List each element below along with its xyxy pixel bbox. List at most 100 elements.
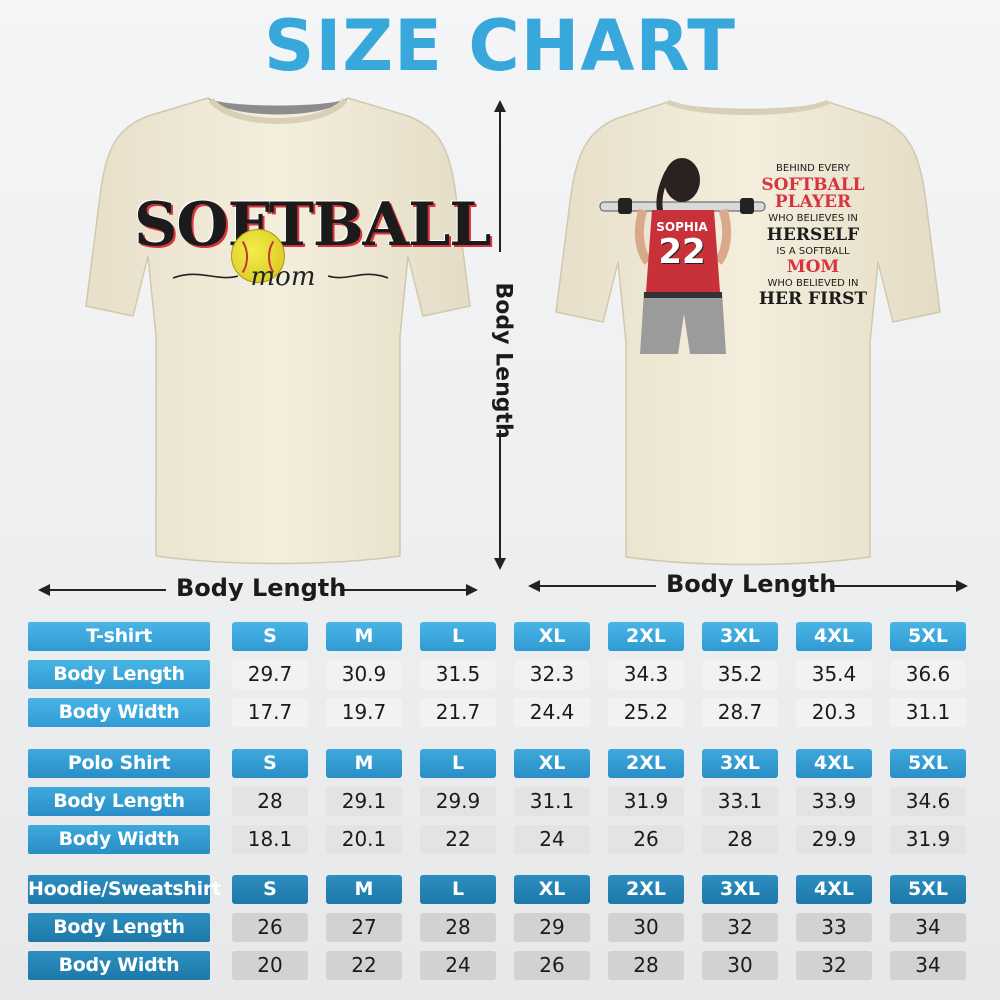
measure-value-cell: 33.9	[796, 787, 872, 816]
size-header-cell: L	[420, 875, 496, 904]
size-header-cell: M	[326, 749, 402, 778]
measure-value-cell: 26	[608, 825, 684, 854]
measure-label: Body Width	[28, 698, 210, 727]
size-header-cell: M	[326, 875, 402, 904]
back-print-line: MOM	[786, 257, 840, 278]
measure-value-cell: 20.3	[796, 698, 872, 727]
front-shirt-word: SOFTBALL	[134, 190, 491, 260]
measure-value-cell: 17.7	[232, 698, 308, 727]
group-name-label: T-shirt	[28, 622, 210, 651]
measure-value-cell: 32.3	[514, 660, 590, 689]
measure-value-cell: 29.9	[796, 825, 872, 854]
measure-value-cell: 36.6	[890, 660, 966, 689]
measure-value-cell: 29.1	[326, 787, 402, 816]
group-name-label: Hoodie/Sweatshirt	[28, 875, 221, 904]
size-header-cell: 5XL	[890, 622, 966, 651]
measure-value-cell: 26	[514, 951, 590, 980]
measure-value-cell: 31.9	[608, 787, 684, 816]
measure-value-cell: 18.1	[232, 825, 308, 854]
measure-value-cell: 31.9	[890, 825, 966, 854]
vertical-dimension-label: Body Length	[490, 282, 516, 439]
measure-value-cell: 30	[702, 951, 778, 980]
front-shirt-image: SOFTBALL mom	[78, 86, 491, 572]
measure-label: Body Length	[28, 913, 210, 942]
jersey-name: SOPHIA	[656, 220, 708, 234]
size-header-cell: M	[326, 622, 402, 651]
size-header-cell: 3XL	[702, 875, 778, 904]
back-print-line: IS A SOFTBALL	[776, 245, 850, 257]
measure-value-cell: 20.1	[326, 825, 402, 854]
size-header-cell: 2XL	[608, 875, 684, 904]
measure-value-cell: 28.7	[702, 698, 778, 727]
measure-value-cell: 28	[232, 787, 308, 816]
back-print-line: HER FIRST	[758, 289, 868, 310]
measure-value-cell: 34.6	[890, 787, 966, 816]
size-header-cell: 4XL	[796, 875, 872, 904]
size-header-cell: 4XL	[796, 749, 872, 778]
back-print-line: WHO BELIEVES IN	[768, 213, 858, 225]
measure-value-cell: 28	[702, 825, 778, 854]
measure-label: Body Length	[28, 660, 210, 689]
measure-value-cell: 27	[326, 913, 402, 942]
measure-value-cell: 28	[420, 913, 496, 942]
back-print-text: BEHIND EVERY SOFTBALL PLAYER WHO BELIEVES I…	[748, 162, 878, 309]
size-header-cell: 5XL	[890, 749, 966, 778]
back-shirt-image: SOPHIA 22 BEHIND EVERY SOFTBALL PLAYER WHO …	[548, 92, 948, 572]
back-print-line: BEHIND EVERY	[776, 163, 850, 174]
front-horizontal-label: Body Length	[176, 574, 347, 602]
measure-value-cell: 31.1	[890, 698, 966, 727]
front-shirt-shape	[85, 97, 471, 565]
size-header-cell: 4XL	[796, 622, 872, 651]
measure-value-cell: 33	[796, 913, 872, 942]
back-print-line: HERSELF	[766, 224, 860, 245]
size-header-cell: XL	[514, 875, 590, 904]
measure-value-cell: 34	[890, 951, 966, 980]
measure-value-cell: 33.1	[702, 787, 778, 816]
measure-value-cell: 29.7	[232, 660, 308, 689]
size-header-cell: S	[232, 875, 308, 904]
measure-value-cell: 29	[514, 913, 590, 942]
back-print-line: PLAYER	[774, 192, 852, 213]
measure-label: Body Length	[28, 787, 210, 816]
size-header-cell: 5XL	[890, 875, 966, 904]
measure-value-cell: 24	[514, 825, 590, 854]
measure-value-cell: 22	[326, 951, 402, 980]
size-header-cell: L	[420, 622, 496, 651]
front-horizontal-arrow	[38, 584, 478, 596]
measure-value-cell: 35.4	[796, 660, 872, 689]
measure-value-cell: 24.4	[514, 698, 590, 727]
measure-value-cell: 24	[420, 951, 496, 980]
size-header-cell: S	[232, 622, 308, 651]
size-header-cell: L	[420, 749, 496, 778]
measure-value-cell: 21.7	[420, 698, 496, 727]
measure-value-cell: 34.3	[608, 660, 684, 689]
back-print-line: SOFTBALL	[761, 174, 865, 195]
measure-value-cell: 26	[232, 913, 308, 942]
size-header-cell: 2XL	[608, 749, 684, 778]
measure-value-cell: 29.9	[420, 787, 496, 816]
measure-value-cell: 32	[702, 913, 778, 942]
measure-value-cell: 28	[608, 951, 684, 980]
jersey-number: 22	[658, 232, 706, 272]
measure-value-cell: 31.5	[420, 660, 496, 689]
measure-value-cell: 35.2	[702, 660, 778, 689]
measure-label: Body Width	[28, 951, 210, 980]
page-title: SIZE CHART	[263, 5, 737, 87]
size-header-cell: XL	[514, 749, 590, 778]
measure-value-cell: 22	[420, 825, 496, 854]
back-print-line: WHO BELIEVED IN	[767, 277, 859, 289]
size-header-cell: 3XL	[702, 622, 778, 651]
measure-value-cell: 30.9	[326, 660, 402, 689]
size-header-cell: 3XL	[702, 749, 778, 778]
measure-value-cell: 31.1	[514, 787, 590, 816]
front-shirt-script: mom	[250, 262, 316, 292]
group-name-label: Polo Shirt	[28, 749, 210, 778]
back-horizontal-label: Body Length	[666, 570, 837, 598]
measure-value-cell: 32	[796, 951, 872, 980]
size-header-cell: 2XL	[608, 622, 684, 651]
measure-label: Body Width	[28, 825, 210, 854]
back-horizontal-arrow	[528, 580, 968, 592]
vertical-dimension-arrow	[494, 100, 506, 570]
softball-icon	[231, 229, 285, 283]
measure-value-cell: 34	[890, 913, 966, 942]
